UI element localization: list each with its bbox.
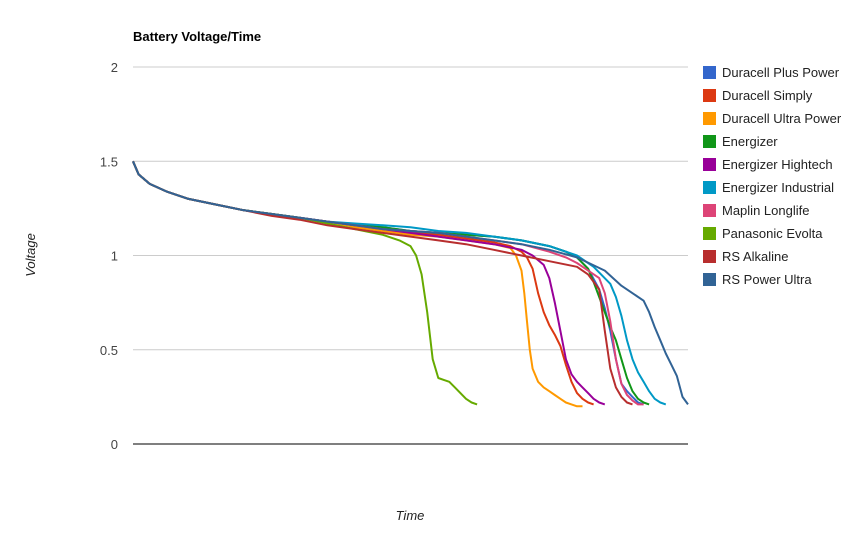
legend-label: Duracell Plus Power <box>722 65 840 80</box>
legend-item: Energizer <box>703 134 778 149</box>
legend: Duracell Plus Power Duracell Simply Durace… <box>703 65 842 287</box>
y-axis-tick-labels: 0 0.5 1 1.5 2 <box>100 60 118 452</box>
legend-label: RS Power Ultra <box>722 272 812 287</box>
legend-swatch <box>703 204 716 217</box>
legend-label: Maplin Longlife <box>722 203 809 218</box>
chart-title: Battery Voltage/Time <box>133 29 261 44</box>
legend-item: Energizer Industrial <box>703 180 834 195</box>
legend-swatch <box>703 250 716 263</box>
legend-swatch <box>703 112 716 125</box>
legend-swatch <box>703 227 716 240</box>
y-tick-label: 0 <box>111 437 118 452</box>
legend-label: Panasonic Evolta <box>722 226 823 241</box>
legend-item: Duracell Ultra Power <box>703 111 842 126</box>
legend-item: Duracell Simply <box>703 88 813 103</box>
legend-item: Panasonic Evolta <box>703 226 823 241</box>
legend-swatch <box>703 181 716 194</box>
legend-label: Duracell Simply <box>722 88 813 103</box>
y-tick-label: 1 <box>111 249 118 264</box>
data-series-lines <box>132 160 689 408</box>
legend-swatch <box>703 273 716 286</box>
legend-item: RS Alkaline <box>703 249 788 264</box>
x-axis-title: Time <box>396 508 425 523</box>
legend-swatch <box>703 66 716 79</box>
y-axis-title: Voltage <box>23 233 38 277</box>
y-tick-label: 2 <box>111 60 118 75</box>
legend-swatch <box>703 158 716 171</box>
legend-item: Maplin Longlife <box>703 203 809 218</box>
legend-label: Duracell Ultra Power <box>722 111 842 126</box>
series-line-9 <box>132 160 689 405</box>
grid-lines <box>133 66 688 351</box>
legend-item: Energizer Hightech <box>703 157 833 172</box>
y-tick-label: 1.5 <box>100 154 118 169</box>
legend-item: Duracell Plus Power <box>703 65 840 80</box>
legend-swatch <box>703 135 716 148</box>
legend-label: Energizer Hightech <box>722 157 833 172</box>
legend-label: Energizer Industrial <box>722 180 834 195</box>
legend-label: Energizer <box>722 134 778 149</box>
y-tick-label: 0.5 <box>100 343 118 358</box>
legend-label: RS Alkaline <box>722 249 788 264</box>
legend-swatch <box>703 89 716 102</box>
legend-item: RS Power Ultra <box>703 272 812 287</box>
